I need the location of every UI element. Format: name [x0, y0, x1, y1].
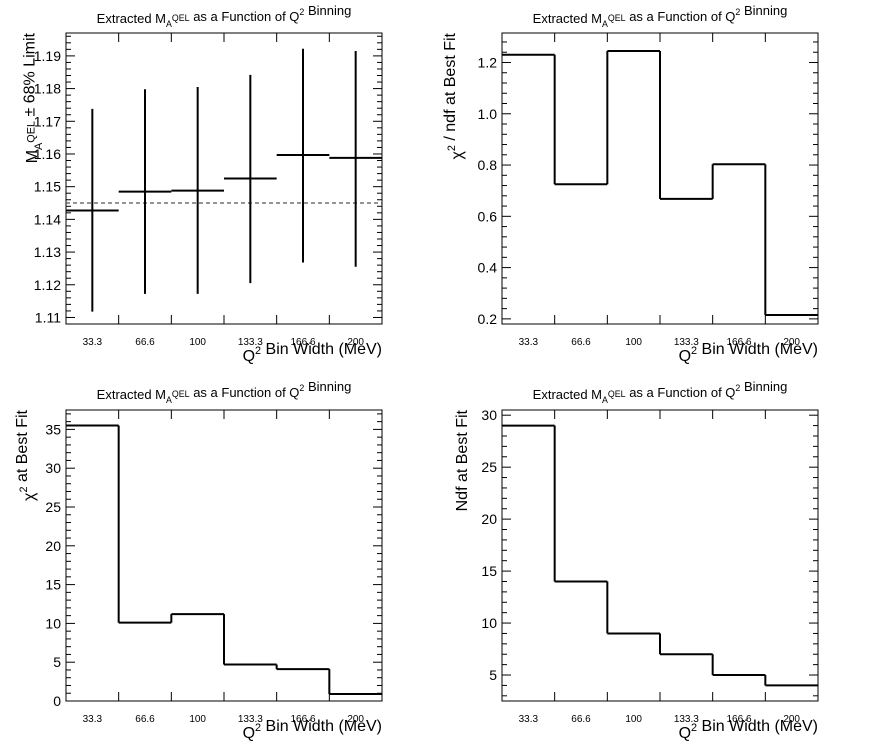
chart-title: Extracted MAQEL as a Function of Q2 Binn… [97, 379, 352, 405]
y-tick-label: 20 [45, 538, 61, 554]
x-axis-label: Q2 Bin Width (MeV) [243, 718, 382, 742]
x-tick-label: 33.3 [83, 714, 103, 725]
y-tick-label: 0 [53, 693, 61, 709]
x-tick-label: 133.3 [674, 714, 699, 725]
x-tick-label: 133.3 [674, 337, 699, 348]
y-tick-label: 0.8 [478, 157, 498, 173]
chart-panel-2: Extracted MAQEL as a Function of Q2 Binn… [442, 3, 819, 365]
chart-panel-1: Extracted MAQEL as a Function of Q2 Binn… [22, 3, 383, 365]
x-tick-label: 200 [347, 714, 364, 725]
x-tick-label: 100 [625, 714, 642, 725]
x-axis-label: Q2 Bin Width (MeV) [679, 718, 818, 742]
y-tick-label: 30 [45, 460, 61, 476]
x-tick-label: 100 [625, 337, 642, 348]
y-tick-label: 15 [45, 577, 61, 593]
y-axis-label: χ2 / ndf at Best Fit [442, 32, 466, 159]
x-tick-label: 133.3 [238, 337, 263, 348]
x-axis-label: Q2 Bin Width (MeV) [679, 341, 818, 365]
chart-panel-3: Extracted MAQEL as a Function of Q2 Binn… [14, 379, 383, 742]
y-tick-label: 30 [481, 407, 497, 423]
chart-title: Extracted MAQEL as a Function of Q2 Binn… [97, 3, 352, 29]
x-axis-label: Q2 Bin Width (MeV) [243, 341, 382, 365]
y-tick-label: 35 [45, 421, 61, 437]
chart-title: Extracted MAQEL as a Function of Q2 Binn… [533, 3, 788, 29]
x-tick-label: 166.6 [290, 714, 315, 725]
y-tick-label: 25 [45, 499, 61, 515]
y-axis-label: Ndf at Best Fit [454, 409, 471, 511]
chart-panel-4: Extracted MAQEL as a Function of Q2 Binn… [454, 379, 819, 742]
plot-frame [501, 409, 819, 702]
y-axis-label: MAQEL ± 68% Limit [22, 32, 45, 163]
y-tick-label: 15 [481, 563, 497, 579]
x-tick-label: 100 [189, 337, 206, 348]
y-tick-label: 0.4 [478, 260, 498, 276]
x-tick-label: 166.6 [726, 714, 751, 725]
y-tick-label: 1.0 [478, 106, 498, 122]
y-tick-label: 1.2 [478, 54, 498, 70]
y-tick-label: 1.15 [34, 179, 61, 195]
y-tick-label: 5 [53, 654, 61, 670]
y-tick-label: 1.17 [34, 113, 61, 129]
x-tick-label: 200 [783, 714, 800, 725]
x-tick-label: 100 [189, 714, 206, 725]
x-tick-label: 33.3 [83, 337, 103, 348]
y-tick-label: 1.16 [34, 146, 61, 162]
x-tick-label: 200 [783, 337, 800, 348]
y-tick-label: 25 [481, 459, 497, 475]
x-tick-label: 200 [347, 337, 364, 348]
y-tick-label: 1.19 [34, 48, 61, 64]
y-tick-label: 0.2 [478, 311, 498, 327]
y-axis-label: χ2 at Best Fit [14, 409, 38, 500]
x-tick-label: 33.3 [519, 337, 539, 348]
y-tick-label: 10 [481, 615, 497, 631]
x-tick-label: 133.3 [238, 714, 263, 725]
x-tick-label: 66.6 [135, 714, 155, 725]
y-tick-label: 0.6 [478, 208, 498, 224]
x-tick-label: 166.6 [290, 337, 315, 348]
y-tick-label: 10 [45, 615, 61, 631]
x-tick-label: 66.6 [571, 337, 591, 348]
chart-title: Extracted MAQEL as a Function of Q2 Binn… [533, 379, 788, 405]
y-tick-label: 1.11 [35, 309, 61, 325]
y-tick-label: 1.18 [34, 81, 61, 97]
x-tick-label: 66.6 [135, 337, 155, 348]
x-tick-label: 33.3 [519, 714, 539, 725]
x-tick-label: 66.6 [571, 714, 591, 725]
y-tick-label: 5 [489, 667, 497, 683]
y-tick-label: 20 [481, 511, 497, 527]
x-tick-label: 166.6 [726, 337, 751, 348]
y-tick-label: 1.13 [34, 244, 61, 260]
y-tick-label: 1.12 [34, 277, 61, 293]
y-tick-label: 1.14 [34, 211, 61, 227]
